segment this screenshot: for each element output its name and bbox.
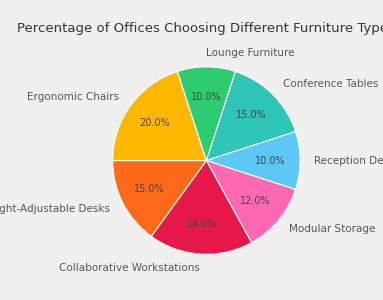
Text: 12.0%: 12.0% (240, 196, 271, 206)
Text: Height-Adjustable Desks: Height-Adjustable Desks (0, 205, 110, 214)
Wedge shape (206, 132, 300, 190)
Text: 10.0%: 10.0% (255, 156, 285, 166)
Title: Percentage of Offices Choosing Different Furniture Types: Percentage of Offices Choosing Different… (18, 22, 383, 35)
Text: 15.0%: 15.0% (134, 184, 165, 194)
Text: Reception Desks: Reception Desks (314, 156, 383, 166)
Text: Modular Storage: Modular Storage (290, 224, 376, 234)
Text: 18.0%: 18.0% (187, 219, 218, 229)
Text: Conference Tables: Conference Tables (283, 80, 378, 89)
Text: Collaborative Workstations: Collaborative Workstations (59, 263, 200, 273)
Wedge shape (177, 67, 235, 161)
Wedge shape (113, 71, 206, 160)
Text: Lounge Furniture: Lounge Furniture (206, 48, 295, 58)
Text: 15.0%: 15.0% (236, 110, 267, 121)
Wedge shape (206, 160, 296, 243)
Text: 10.0%: 10.0% (191, 92, 222, 102)
Wedge shape (113, 160, 206, 236)
Wedge shape (206, 71, 296, 160)
Text: 20.0%: 20.0% (139, 118, 170, 128)
Text: Ergonomic Chairs: Ergonomic Chairs (27, 92, 119, 102)
Wedge shape (151, 160, 252, 254)
